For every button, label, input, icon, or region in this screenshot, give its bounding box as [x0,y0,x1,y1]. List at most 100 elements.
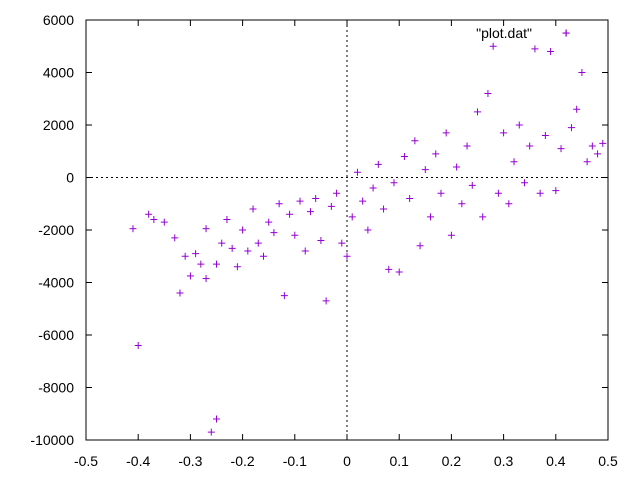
data-point [306,208,314,216]
y-tick-label: -4000 [38,275,74,291]
data-point [254,239,262,247]
data-point [427,213,435,221]
x-tick-label: -0.5 [74,453,98,469]
data-point [463,142,471,150]
data-point [129,225,137,233]
data-point [192,250,200,258]
y-tick-label: -6000 [38,327,74,343]
data-point [489,42,497,50]
y-tick-label: 6000 [43,12,74,28]
data-point [411,137,419,145]
data-point [583,158,591,166]
x-tick-label: -0.2 [231,453,255,469]
data-point [296,197,304,205]
data-point [594,150,602,158]
data-point [588,142,596,150]
data-point [385,265,393,273]
legend-marker [562,29,570,37]
data-point [557,145,565,153]
data-point [176,289,184,297]
data-point [197,260,205,268]
data-point [171,234,179,242]
data-point [484,90,492,97]
x-tick-label: 0.5 [598,453,618,469]
data-point [150,216,158,223]
y-tick-label: -8000 [38,380,74,396]
data-point [374,160,382,168]
data-point [333,189,341,197]
data-point [510,158,518,166]
data-point [353,168,361,176]
data-point [573,105,581,113]
zero-axes [86,20,608,440]
data-point [270,229,278,237]
data-point [505,200,513,208]
y-tick-label: 0 [66,170,74,186]
data-point [500,129,508,137]
x-axis-ticks: -0.5 -0.4 -0.3 -0.2 -0.1 0 0.1 0.2 0.3 0.4 0.5 [74,20,618,469]
data-point [338,239,346,247]
data-point [437,189,445,197]
data-point [416,242,424,250]
data-point [520,179,528,187]
data-point [458,200,466,208]
x-tick-label: 0.4 [546,453,566,469]
data-point [453,163,461,171]
data-point [531,45,539,53]
data-point [421,166,429,174]
data-point [343,252,351,260]
x-tick-label: 0.1 [389,453,409,469]
data-point [599,139,607,147]
data-point [280,292,288,300]
data-point [259,252,267,260]
x-tick-label: 0.3 [494,453,514,469]
y-tick-label: -2000 [38,222,74,238]
data-point [312,195,320,202]
data-points [129,29,607,436]
data-point [317,237,325,244]
data-point [432,150,440,158]
data-point [567,124,575,132]
data-point [526,142,534,150]
data-point [552,187,560,195]
data-point [390,179,398,187]
y-tick-label: 4000 [43,65,74,81]
data-point [364,226,372,234]
data-point [202,275,210,283]
y-tick-label: 2000 [43,117,74,133]
x-tick-label: -0.3 [178,453,202,469]
data-point [369,184,377,192]
data-point [400,153,408,160]
data-point [348,213,356,221]
data-point [291,231,299,239]
data-point [515,121,523,129]
data-point [239,226,247,234]
data-point [406,195,414,202]
x-tick-label: 0.2 [442,453,462,469]
data-point [541,132,549,139]
data-point [275,200,283,208]
data-point [233,263,241,271]
data-point [380,205,388,213]
data-point [536,189,544,197]
data-point [213,260,220,268]
data-point [228,244,236,252]
data-point [468,181,476,189]
legend: "plot.dat" [476,25,570,41]
data-point [286,210,294,218]
data-point [474,108,481,116]
data-point [479,213,487,221]
x-tick-label: -0.4 [126,453,150,469]
data-point [322,297,330,305]
data-point [249,205,257,213]
data-point [578,69,586,76]
data-point [447,231,455,239]
x-tick-label: 0 [343,453,351,469]
data-point [186,272,194,280]
data-point [207,428,215,436]
data-point [244,247,252,255]
data-point [218,239,226,247]
data-point [395,268,403,276]
y-axis-ticks: 6000 4000 2000 0 -2000 -4000 -6000 -8000 -10000 [30,12,608,448]
data-point [223,216,231,223]
